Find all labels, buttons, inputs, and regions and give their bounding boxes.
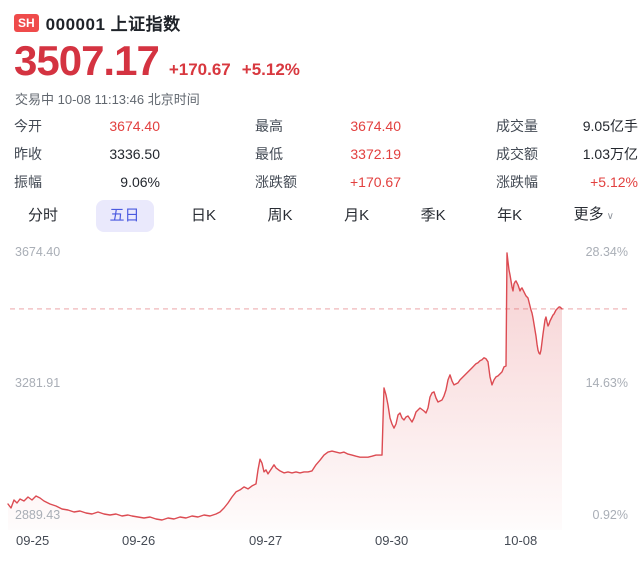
- market-badge: SH: [14, 13, 39, 32]
- price-area: [8, 253, 562, 530]
- stat-change-percent: 涨跌幅 +5.12%: [496, 174, 638, 190]
- chevron-down-icon: ∨: [606, 211, 614, 222]
- stock-header: SH 000001 上证指数: [14, 10, 181, 35]
- y-axis-label: 3281.91: [15, 376, 61, 390]
- five-day-chart[interactable]: 3674.40 3281.91 2889.43 28.34% 14.63% 0.…: [0, 238, 642, 566]
- tab-yearly-k[interactable]: 年K: [497, 207, 523, 224]
- tab-weekly-k[interactable]: 周K: [267, 207, 293, 224]
- stock-title: 000001 上证指数: [45, 15, 181, 34]
- stat-volume: 成交量 9.05亿手: [496, 118, 638, 134]
- trading-status: 交易中 10-08 11:13:46 北京时间: [15, 92, 200, 107]
- y-axis-label: 2889.43: [15, 508, 61, 522]
- stat-amplitude: 振幅 9.06%: [14, 174, 160, 190]
- stat-high: 最高 3674.40: [255, 118, 401, 134]
- y-axis-percent-label: 0.92%: [592, 508, 628, 522]
- stat-low: 最低 3372.19: [255, 146, 401, 162]
- stat-prev-close: 昨收 3336.50: [14, 146, 160, 162]
- price-chart-svg: [7, 252, 630, 530]
- y-axis-percent-label: 14.63%: [585, 376, 628, 390]
- x-axis-label: 10-08: [504, 533, 538, 548]
- price-line: [7, 252, 563, 521]
- x-axis-label: 09-25: [16, 533, 50, 548]
- x-axis-label: 09-26: [122, 533, 156, 548]
- tab-monthly-k[interactable]: 月K: [344, 207, 370, 224]
- stats-grid: 今开 3674.40 最高 3674.40 成交量 9.05亿手 昨收 3336…: [14, 112, 638, 196]
- price-change-percent: +5.12%: [241, 60, 300, 79]
- stat-turnover: 成交额 1.03万亿: [496, 146, 638, 162]
- price-change: +170.67: [168, 60, 231, 79]
- x-axis-label: 09-27: [249, 533, 283, 548]
- current-price: 3507.17: [14, 37, 160, 84]
- x-axis-label: 09-30: [375, 533, 409, 548]
- stat-change-amount: 涨跌额 +170.67: [255, 174, 401, 190]
- tab-daily-k[interactable]: 日K: [191, 207, 217, 224]
- tab-more[interactable]: 更多 ∨: [573, 206, 614, 223]
- tab-minute[interactable]: 分时: [28, 207, 59, 224]
- y-axis-percent-label: 28.34%: [585, 245, 628, 259]
- tab-five-day[interactable]: 五日: [95, 200, 154, 232]
- y-axis-label: 3674.40: [15, 245, 61, 259]
- tab-quarterly-k[interactable]: 季K: [420, 207, 446, 224]
- price-row: 3507.17 +170.67 +5.12%: [14, 38, 300, 84]
- period-tab-bar: 分时 五日 日K 周K 月K 季K 年K 更多 ∨: [14, 199, 628, 233]
- stat-open: 今开 3674.40: [14, 118, 160, 134]
